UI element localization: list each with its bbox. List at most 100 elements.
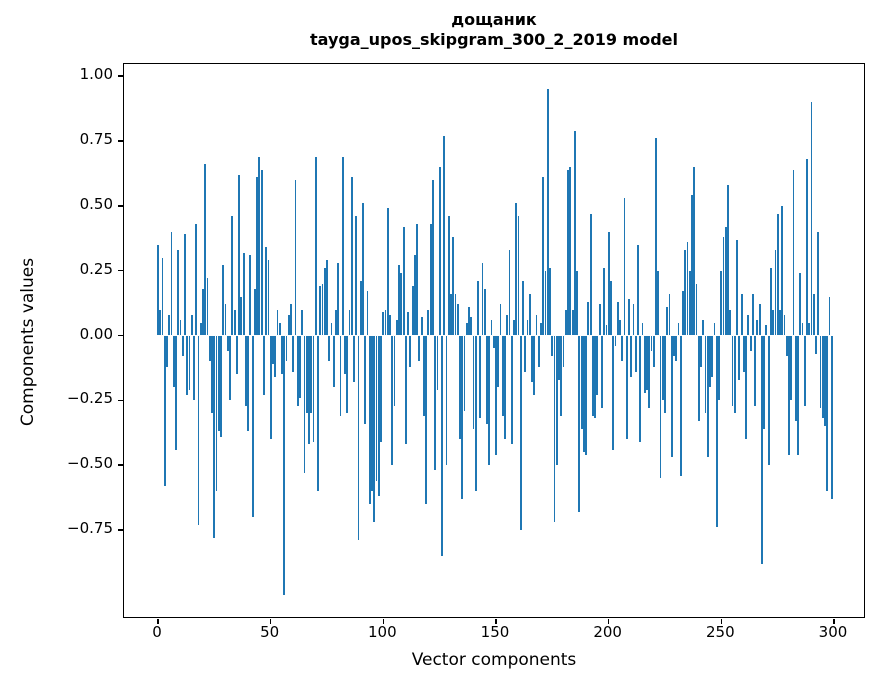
bar (452, 236, 455, 336)
bar (673, 335, 675, 357)
y-tick-mark (117, 464, 123, 466)
bar (803, 335, 806, 406)
bar (276, 309, 279, 336)
bar (736, 239, 738, 336)
bar (217, 335, 220, 432)
bar (738, 335, 741, 380)
y-tick-mark (117, 75, 123, 77)
bar (659, 335, 662, 479)
bar (181, 335, 184, 357)
bar (587, 301, 590, 336)
bar (589, 213, 592, 336)
bar (819, 335, 822, 409)
bar (420, 317, 423, 336)
bar (666, 306, 669, 336)
bar (826, 335, 829, 492)
bar (188, 335, 191, 390)
x-tick-mark (157, 618, 159, 624)
x-tick-label: 250 (706, 623, 735, 641)
bar (812, 294, 815, 336)
bar (402, 226, 405, 336)
y-tick-label: −0.50 (67, 454, 113, 473)
bar (535, 314, 538, 336)
bar (490, 319, 493, 336)
bar (655, 138, 657, 336)
bar (679, 335, 682, 476)
x-tick-label: 150 (480, 623, 510, 641)
bar (319, 286, 322, 336)
x-tick-mark (607, 618, 610, 624)
bar (745, 335, 747, 440)
bar (628, 299, 630, 336)
bar (542, 177, 545, 336)
bar (616, 301, 619, 336)
bar (754, 335, 757, 406)
bar (646, 335, 648, 390)
bar (193, 335, 195, 401)
bar (287, 314, 290, 336)
bar (179, 319, 182, 336)
bar (240, 296, 243, 336)
bar (384, 309, 387, 336)
bar (332, 335, 335, 388)
bar (594, 335, 597, 419)
y-tick-mark (117, 529, 123, 531)
bar (537, 335, 540, 367)
bar (296, 335, 299, 406)
bar (729, 309, 732, 336)
bar (702, 319, 705, 336)
bar (598, 304, 601, 336)
bar (267, 260, 270, 336)
bar (168, 314, 171, 336)
bar (774, 249, 777, 336)
bar (580, 335, 583, 429)
bar (531, 335, 533, 383)
bar (661, 335, 664, 401)
bar (630, 335, 633, 377)
bar (463, 335, 466, 411)
bar (517, 216, 520, 336)
bar (157, 244, 159, 336)
bar (353, 335, 355, 383)
bar (700, 335, 702, 367)
bar (634, 335, 637, 372)
bar (404, 335, 407, 445)
bar (263, 335, 265, 396)
bar (285, 335, 288, 362)
bar (172, 335, 175, 388)
bar (713, 322, 716, 336)
bar (506, 314, 509, 336)
bar (810, 102, 813, 336)
bar (772, 309, 775, 336)
bar (519, 335, 522, 530)
bar (303, 335, 306, 473)
bar (202, 288, 204, 336)
bar (253, 288, 256, 336)
bar (497, 335, 500, 388)
bar (763, 335, 766, 429)
bar (492, 335, 495, 349)
bar (614, 335, 617, 346)
bar (454, 294, 457, 336)
bar (429, 224, 432, 336)
bar (573, 130, 576, 336)
bar (578, 335, 581, 512)
y-axis-label: Components values (18, 257, 38, 427)
bar (445, 335, 448, 466)
bar (553, 335, 556, 523)
bar (418, 335, 421, 362)
bar (337, 262, 340, 336)
bar (765, 325, 768, 336)
bar (479, 335, 482, 419)
bar (758, 304, 761, 336)
bar (733, 335, 736, 414)
bar (368, 335, 371, 505)
bar (682, 291, 684, 336)
bar (427, 309, 430, 336)
bar (770, 268, 772, 336)
bar (546, 89, 549, 336)
bar (639, 335, 642, 442)
bar (610, 281, 612, 336)
bar (691, 195, 693, 336)
bar (344, 335, 346, 375)
